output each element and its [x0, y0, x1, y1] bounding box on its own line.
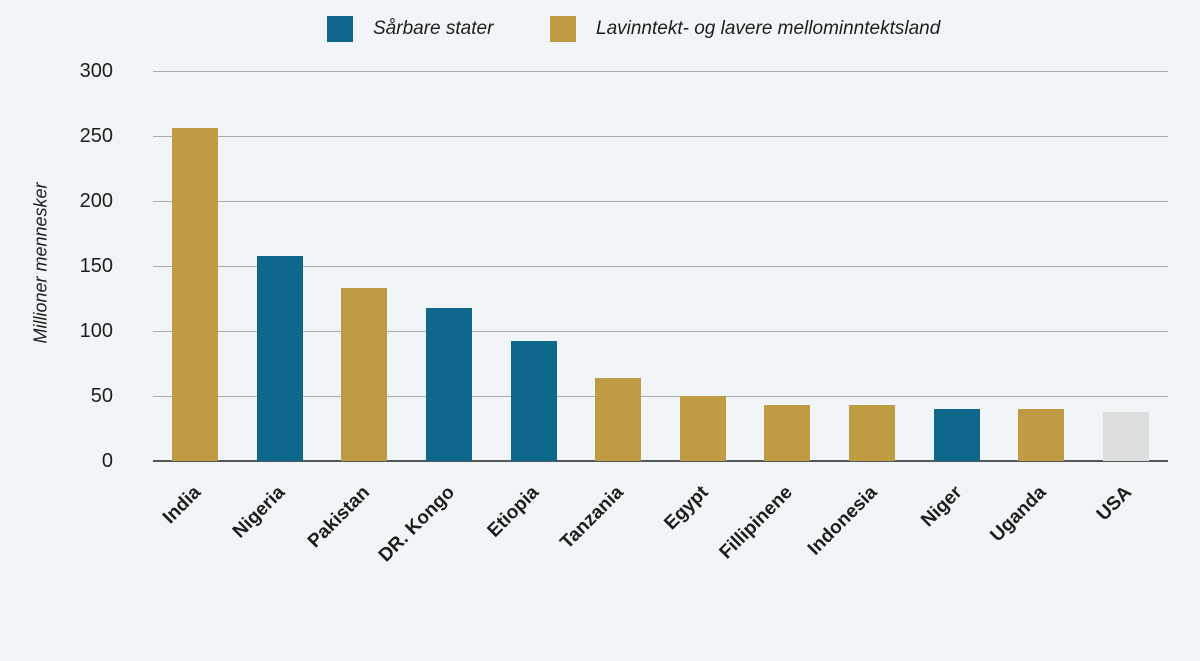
y-tick-label: 300: [79, 60, 113, 82]
x-tick-label-egypt: Egypt: [660, 482, 713, 535]
x-tick-label-india: India: [158, 482, 206, 529]
bar-etiopia: [510, 341, 557, 461]
y-tick-label: 200: [79, 190, 113, 212]
x-tick-label-pakistan: Pakistan: [304, 482, 375, 553]
gridline: [153, 201, 1168, 202]
x-tick-label-tanzania: Tanzania: [556, 482, 629, 554]
y-tick-label: 100: [79, 320, 113, 342]
y-tick-label: 150: [79, 255, 113, 277]
gridline: [153, 71, 1168, 72]
x-tick-label-dr-kongo: DR. Kongo: [374, 482, 459, 567]
bar-egypt: [679, 396, 726, 461]
legend-swatch-sarbare-stater-icon: [327, 16, 353, 42]
bar-usa: [1102, 411, 1149, 461]
bar-dr-kongo: [426, 307, 473, 461]
x-tick-label-fillipinene: Fillipinene: [715, 482, 798, 564]
bar-india: [172, 128, 219, 461]
x-axis-line: [153, 460, 1168, 462]
x-tick-label-niger: Niger: [917, 482, 967, 532]
bar-tanzania: [595, 377, 642, 461]
y-tick-label: 0: [101, 450, 113, 472]
x-tick-label-etiopia: Etiopia: [483, 482, 544, 542]
x-tick-label-uganda: Uganda: [986, 482, 1051, 547]
bar-pakistan: [341, 288, 388, 461]
legend-item-lavinntekt: Lavinntekt- og lavere mellominntektsland: [550, 16, 940, 42]
x-tick-label-nigeria: Nigeria: [229, 482, 290, 543]
gridline: [153, 396, 1168, 397]
x-tick-label-usa: USA: [1092, 482, 1136, 526]
legend-swatch-lavinntekt-icon: [550, 16, 576, 42]
y-tick-label: 250: [79, 125, 113, 147]
bar-fillipinene: [764, 405, 811, 461]
bar-uganda: [1018, 409, 1065, 461]
gridline: [153, 266, 1168, 267]
gridline: [153, 136, 1168, 137]
bar-nigeria: [256, 255, 303, 461]
bar-niger: [933, 409, 980, 461]
y-tick-label: 50: [90, 385, 113, 407]
legend-label-lavinntekt: Lavinntekt- og lavere mellominntektsland: [596, 18, 941, 39]
gridline: [153, 331, 1168, 332]
x-tick-label-indonesia: Indonesia: [804, 482, 882, 560]
legend-item-sarbare-stater: Sårbare stater: [327, 16, 493, 42]
legend-label-sarbare-stater: Sårbare stater: [373, 18, 494, 39]
bar-indonesia: [848, 405, 895, 461]
